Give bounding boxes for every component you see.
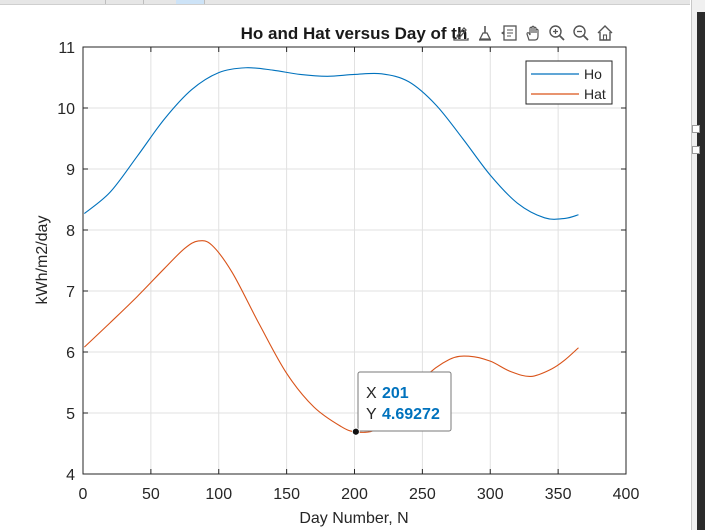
- y-tick-label: 9: [66, 162, 75, 179]
- y-tick-label: 8: [66, 223, 75, 240]
- x-axis-label: Day Number, N: [299, 510, 408, 527]
- zoom-out-icon: [573, 25, 589, 41]
- x-tick-label: 400: [613, 486, 640, 503]
- series-line-hat[interactable]: [83, 240, 579, 433]
- side-handle[interactable]: [692, 146, 700, 154]
- pan-button[interactable]: [522, 22, 544, 44]
- y-tick-label: 4: [66, 467, 75, 484]
- brush-button[interactable]: [474, 22, 496, 44]
- x-tick-label: 50: [142, 486, 160, 503]
- y-tick-label: 10: [57, 101, 75, 118]
- x-tick-label: 150: [273, 486, 300, 503]
- tick-marks: [82, 46, 627, 475]
- x-tick-label: 250: [409, 486, 436, 503]
- datatip[interactable]: X 201 Y 4.69272: [351, 371, 452, 436]
- datatip-x-label: X: [366, 385, 377, 402]
- zoom-in-icon: [549, 25, 565, 41]
- datatip-y-label: Y: [366, 406, 377, 423]
- selected-tab[interactable]: [176, 0, 205, 4]
- x-tick-label: 350: [545, 486, 572, 503]
- home-icon: [597, 25, 613, 41]
- legend-label-hat: Hat: [584, 86, 606, 102]
- chart-title: Ho and Hat versus Day of th: [241, 24, 468, 43]
- series-line-ho[interactable]: [84, 67, 579, 220]
- series-layer: [83, 67, 579, 433]
- export-button[interactable]: [450, 22, 472, 44]
- legend-box: [525, 60, 613, 105]
- datatip-y-value: 4.69272: [382, 406, 440, 423]
- datatip-x-value: 201: [382, 385, 409, 402]
- x-tick-label: 0: [79, 486, 88, 503]
- y-tick-labels: 4 5 6 7 8 9 10 11: [57, 40, 75, 484]
- zoom-out-button[interactable]: [570, 22, 592, 44]
- top-tab-strip: [0, 0, 690, 5]
- x-tick-labels: 0 50 100 150 200 250 300 350 400: [79, 486, 640, 503]
- legend-label-ho: Ho: [584, 66, 602, 82]
- home-button[interactable]: [594, 22, 616, 44]
- x-tick-label: 300: [477, 486, 504, 503]
- tab-divider: [142, 0, 144, 4]
- tab-divider: [104, 0, 106, 4]
- datatip-icon: [501, 25, 517, 41]
- brush-icon: [478, 26, 492, 41]
- axes-toolbar: [450, 20, 628, 46]
- datatip-box: [357, 371, 452, 432]
- y-tick-label: 7: [66, 284, 75, 301]
- x-tick-label: 200: [341, 486, 368, 503]
- x-tick-label: 100: [205, 486, 232, 503]
- y-tick-label: 6: [66, 345, 75, 362]
- datatip-button[interactable]: [498, 22, 520, 44]
- y-tick-label: 5: [66, 406, 75, 423]
- side-handle[interactable]: [692, 125, 700, 133]
- export-icon: [453, 27, 469, 41]
- y-axis-label: kWh/m2/day: [34, 216, 51, 305]
- pan-hand-icon: [526, 25, 539, 41]
- datatip-marker[interactable]: [351, 427, 360, 436]
- zoom-in-button[interactable]: [546, 22, 568, 44]
- legend[interactable]: Ho Hat: [525, 60, 613, 105]
- y-tick-label: 11: [58, 40, 75, 57]
- right-dark-strip: [697, 12, 705, 530]
